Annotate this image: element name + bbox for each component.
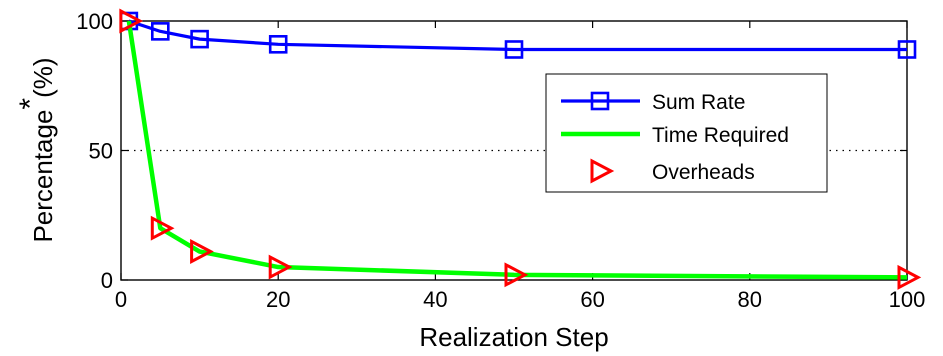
data-point-sum-rate — [897, 40, 917, 59]
tick-labels: 0 20 40 60 80 100 0 50 100 — [76, 9, 925, 312]
legend-label-time-required: Time Required — [652, 124, 789, 147]
y-axis-title-suffix: (%) — [28, 57, 58, 97]
legend-marker-sum-rate — [590, 91, 610, 111]
x-tick-label: 60 — [580, 287, 604, 312]
y-axis-title-superscript: * — [14, 98, 47, 110]
y-tick-label: 0 — [101, 268, 113, 293]
x-tick-label: 40 — [423, 287, 447, 312]
y-axis-title: Percentage*(%) — [14, 57, 58, 242]
data-point-sum-rate — [151, 22, 170, 41]
data-point-overheads — [897, 264, 922, 290]
series-layer — [119, 8, 922, 290]
series-time-required — [126, 20, 908, 280]
data-point-overheads — [119, 8, 144, 34]
data-point-overheads — [504, 262, 529, 288]
legend-marker-overheads — [590, 158, 615, 184]
series-line-sum-rate — [128, 19, 907, 52]
legend-item-sum-rate: Sum Rate — [561, 91, 745, 114]
series-sum-rate — [119, 11, 917, 59]
legend-item-overheads: Overheads — [590, 158, 755, 184]
legend-label-overheads: Overheads — [652, 161, 755, 184]
data-point-overheads — [190, 239, 214, 264]
legend-label-sum-rate: Sum Rate — [652, 91, 745, 114]
x-tick-label: 100 — [889, 287, 926, 312]
y-tick-label: 100 — [76, 9, 113, 34]
y-axis-title-main: Percentage — [28, 110, 58, 243]
x-axis-title: Realization Step — [419, 322, 608, 352]
legend: Sum Rate Time Required Overheads — [545, 73, 828, 193]
x-tick-label: 20 — [266, 287, 290, 312]
data-point-sum-rate — [268, 35, 288, 54]
data-point-sum-rate — [504, 40, 524, 59]
series-line-time-required — [126, 20, 908, 280]
data-point-overheads — [268, 254, 293, 280]
x-tick-label: 0 — [115, 287, 127, 312]
y-tick-label: 50 — [89, 139, 113, 164]
legend-item-time-required: Time Required — [561, 124, 789, 147]
x-tick-label: 80 — [738, 287, 762, 312]
data-point-sum-rate — [190, 29, 209, 49]
series-overheads — [119, 8, 922, 290]
data-point-overheads — [150, 215, 175, 241]
svg-text:Percentage*(%): Percentage*(%) — [14, 57, 58, 242]
